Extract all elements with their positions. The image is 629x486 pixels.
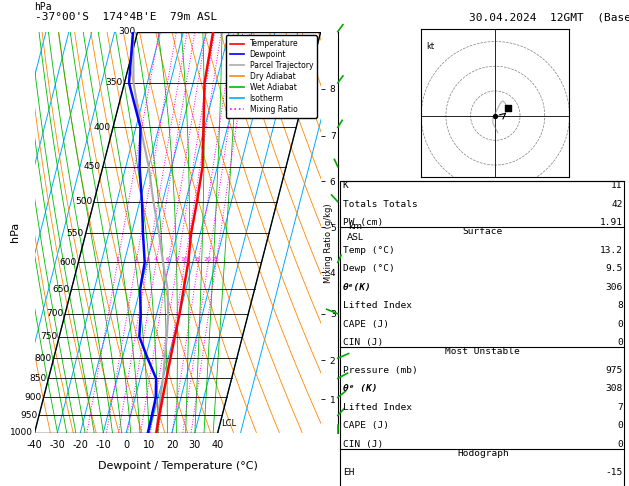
Text: K: K [343,181,348,191]
Text: 800: 800 [35,354,52,363]
Text: Hodograph: Hodograph [457,449,509,458]
Text: Dewpoint / Temperature (°C): Dewpoint / Temperature (°C) [97,461,258,470]
Text: -40: -40 [26,440,43,450]
Text: -30: -30 [50,440,65,450]
Text: 300: 300 [118,27,136,36]
Text: Mixing Ratio (g/kg): Mixing Ratio (g/kg) [324,203,333,283]
Text: hPa: hPa [9,222,19,242]
Text: 10: 10 [181,258,188,262]
Text: 400: 400 [94,123,111,132]
Text: θᵉ(K): θᵉ(K) [343,283,372,292]
Text: 0: 0 [617,421,623,431]
Text: CAPE (J): CAPE (J) [343,320,389,329]
Text: 15: 15 [194,258,201,262]
Text: 600: 600 [59,258,77,267]
Text: -20: -20 [72,440,88,450]
Legend: Temperature, Dewpoint, Parcel Trajectory, Dry Adiabat, Wet Adiabat, Isotherm, Mi: Temperature, Dewpoint, Parcel Trajectory… [226,35,317,118]
Text: -10: -10 [96,440,111,450]
Text: 700: 700 [46,309,64,318]
Point [491,112,501,120]
Text: 20: 20 [204,258,211,262]
Text: 20: 20 [166,440,178,450]
Text: 42: 42 [611,200,623,209]
Text: 3: 3 [145,258,149,262]
Text: 1: 1 [115,258,119,262]
Text: Temp (°C): Temp (°C) [343,246,394,255]
Text: 0: 0 [617,320,623,329]
Text: 750: 750 [40,332,57,341]
Text: 8: 8 [175,258,179,262]
Text: kt: kt [426,41,434,51]
Text: PW (cm): PW (cm) [343,218,383,227]
Text: 8: 8 [617,301,623,311]
Text: 6: 6 [166,258,170,262]
Text: CIN (J): CIN (J) [343,338,383,347]
Text: 450: 450 [84,162,101,171]
Text: 306: 306 [606,283,623,292]
Point [503,104,513,112]
Text: Pressure (mb): Pressure (mb) [343,366,418,375]
Text: 900: 900 [25,393,42,402]
Text: CIN (J): CIN (J) [343,440,383,449]
Text: Surface: Surface [463,227,503,237]
Text: 500: 500 [75,197,92,206]
Text: 30.04.2024  12GMT  (Base: 00): 30.04.2024 12GMT (Base: 00) [469,12,629,22]
Text: 950: 950 [20,411,37,420]
Text: 0: 0 [123,440,129,450]
Text: 308: 308 [606,384,623,394]
Text: 1.91: 1.91 [599,218,623,227]
Text: -37°00'S  174°4B'E  79m ASL: -37°00'S 174°4B'E 79m ASL [35,12,217,22]
Text: 0: 0 [617,440,623,449]
Text: 40: 40 [211,440,224,450]
Text: 0: 0 [617,338,623,347]
Text: 25: 25 [211,258,220,262]
Text: 550: 550 [67,229,84,238]
Text: Dewp (°C): Dewp (°C) [343,264,394,274]
Text: 350: 350 [105,78,123,87]
Text: θᵉ (K): θᵉ (K) [343,384,377,394]
Text: 4: 4 [153,258,157,262]
Text: 11: 11 [611,181,623,191]
Text: Lifted Index: Lifted Index [343,403,412,412]
Text: EH: EH [343,468,354,477]
Text: 7: 7 [617,403,623,412]
Y-axis label: km
ASL: km ASL [347,223,364,242]
Text: 975: 975 [606,366,623,375]
Text: Lifted Index: Lifted Index [343,301,412,311]
Text: 2: 2 [133,258,138,262]
Text: 30: 30 [189,440,201,450]
Text: 1000: 1000 [10,428,33,437]
Text: 13.2: 13.2 [599,246,623,255]
Text: CAPE (J): CAPE (J) [343,421,389,431]
Text: Totals Totals: Totals Totals [343,200,418,209]
Text: LCL: LCL [221,418,236,428]
Text: Most Unstable: Most Unstable [445,347,520,357]
Text: 850: 850 [30,374,47,383]
Text: 650: 650 [52,285,70,294]
Text: 9.5: 9.5 [606,264,623,274]
Text: -15: -15 [606,468,623,477]
Text: hPa: hPa [35,2,52,12]
Text: 10: 10 [143,440,155,450]
